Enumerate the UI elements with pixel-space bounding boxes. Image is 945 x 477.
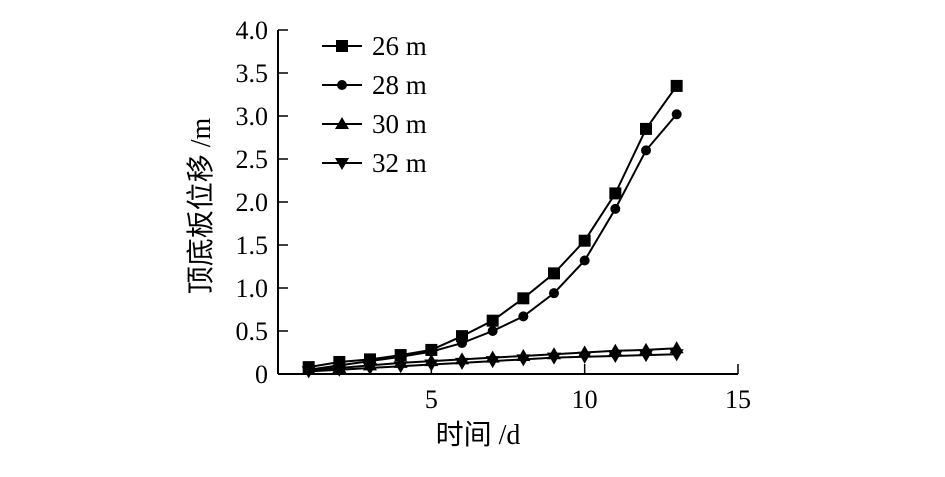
y-tick-label: 3.5 bbox=[236, 59, 269, 88]
y-tick-label: 2.5 bbox=[236, 145, 269, 174]
legend-label: 26 m bbox=[372, 31, 427, 61]
data-point-triangle-down bbox=[455, 357, 469, 370]
data-point-square bbox=[336, 40, 348, 52]
x-tick-label: 10 bbox=[572, 385, 598, 414]
legend-label: 32 m bbox=[372, 148, 427, 178]
data-point-square bbox=[609, 187, 622, 200]
y-axis-title: 顶底板位移 /m bbox=[185, 118, 217, 295]
data-point-triangle-down bbox=[335, 158, 349, 170]
series-triangle-down bbox=[301, 349, 684, 379]
data-point-square bbox=[548, 267, 560, 280]
legend: 26 m 28 m 30 m 32 m bbox=[322, 31, 427, 178]
data-point-triangle-down bbox=[639, 350, 653, 363]
data-point-circle bbox=[610, 203, 621, 214]
data-point-triangle-down bbox=[577, 351, 592, 364]
x-tick-label: 15 bbox=[725, 385, 751, 414]
y-tick-label: 0.5 bbox=[236, 317, 269, 346]
data-point-square bbox=[517, 292, 530, 305]
x-tick-label: 5 bbox=[425, 385, 438, 414]
data-point-triangle-down bbox=[516, 354, 531, 367]
data-point-triangle-down bbox=[608, 350, 623, 363]
data-point-circle bbox=[641, 145, 651, 156]
data-point-circle bbox=[579, 255, 590, 266]
data-point-triangle-down bbox=[669, 349, 684, 362]
data-point-triangle-down bbox=[301, 366, 316, 379]
data-point-square bbox=[640, 122, 652, 135]
data-point-square bbox=[578, 234, 591, 247]
data-point-square bbox=[486, 314, 499, 327]
axes bbox=[277, 30, 738, 375]
data-point-triangle-down bbox=[332, 364, 347, 377]
data-point-triangle-up bbox=[335, 117, 349, 129]
y-tick-label: 0 bbox=[255, 360, 268, 389]
data-point-triangle-down bbox=[547, 352, 561, 365]
data-point-triangle-down bbox=[393, 361, 408, 374]
legend-item: 28 m bbox=[322, 70, 427, 100]
series-circle bbox=[303, 109, 682, 375]
legend-item: 26 m bbox=[322, 31, 427, 61]
legend-item: 30 m bbox=[322, 109, 427, 139]
data-point-triangle-down bbox=[363, 362, 377, 375]
data-point-circle bbox=[549, 288, 559, 299]
y-tick-label: 2.0 bbox=[236, 188, 269, 217]
y-tick-label: 4.0 bbox=[236, 16, 269, 45]
legend-item: 32 m bbox=[322, 148, 427, 178]
data-point-circle bbox=[518, 311, 529, 322]
data-point-circle bbox=[337, 80, 347, 90]
data-point-circle bbox=[426, 346, 437, 357]
data-point-triangle-down bbox=[485, 356, 500, 369]
data-point-triangle-down bbox=[424, 359, 439, 372]
y-tick-label: 1.0 bbox=[236, 274, 269, 303]
legend-label: 28 m bbox=[372, 70, 427, 100]
legend-label: 30 m bbox=[372, 109, 427, 139]
y-tick-label: 3.0 bbox=[236, 102, 269, 131]
y-tick-label: 1.5 bbox=[236, 231, 269, 260]
data-point-square bbox=[670, 79, 683, 92]
axis-ticks: 0 0.5 1.0 1.5 2.0 2.5 3.0 3.5 4.0 5 10 15 bbox=[236, 16, 752, 414]
data-series bbox=[301, 79, 684, 379]
x-axis-title: 时间 /d bbox=[436, 419, 521, 451]
data-point-circle bbox=[487, 326, 498, 336]
data-point-circle bbox=[457, 338, 467, 349]
data-point-circle bbox=[671, 109, 682, 120]
